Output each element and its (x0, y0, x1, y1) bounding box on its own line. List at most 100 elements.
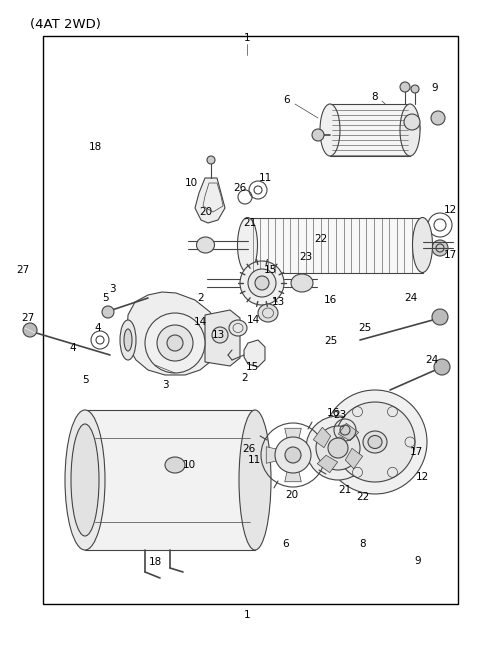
Circle shape (432, 309, 448, 325)
Text: 21: 21 (243, 218, 256, 228)
Text: 5: 5 (102, 293, 108, 303)
Polygon shape (248, 218, 422, 273)
Polygon shape (285, 466, 301, 482)
Circle shape (432, 240, 448, 256)
Circle shape (306, 416, 370, 480)
Circle shape (145, 313, 205, 373)
Circle shape (400, 82, 410, 92)
Text: 11: 11 (258, 173, 272, 183)
Ellipse shape (124, 329, 132, 351)
Text: 6: 6 (282, 539, 289, 549)
Text: 27: 27 (16, 265, 30, 275)
Circle shape (285, 447, 301, 463)
Ellipse shape (65, 410, 105, 550)
Text: 17: 17 (444, 250, 456, 260)
Text: 15: 15 (264, 265, 276, 275)
Text: 14: 14 (246, 315, 260, 325)
Text: 4: 4 (95, 323, 101, 333)
Circle shape (167, 335, 183, 351)
Text: 25: 25 (359, 323, 372, 333)
Circle shape (240, 261, 284, 305)
Text: 1: 1 (244, 610, 251, 620)
Text: 26: 26 (242, 444, 255, 454)
Text: 22: 22 (356, 492, 370, 502)
Ellipse shape (400, 104, 420, 156)
Circle shape (207, 156, 215, 164)
Circle shape (255, 276, 269, 290)
Ellipse shape (291, 274, 313, 292)
Text: 24: 24 (425, 355, 439, 365)
Text: 9: 9 (414, 556, 421, 566)
Ellipse shape (258, 304, 278, 322)
Text: 4: 4 (70, 342, 76, 353)
Text: 17: 17 (410, 447, 423, 457)
Polygon shape (313, 427, 331, 448)
Text: 20: 20 (199, 207, 212, 217)
Circle shape (312, 129, 324, 141)
Ellipse shape (368, 435, 382, 448)
Text: 18: 18 (148, 557, 162, 567)
Circle shape (335, 402, 415, 482)
Ellipse shape (320, 104, 340, 156)
Text: 6: 6 (284, 95, 290, 105)
Text: 23: 23 (334, 410, 347, 420)
Circle shape (316, 426, 360, 470)
Text: 8: 8 (372, 92, 378, 102)
Text: 14: 14 (194, 317, 207, 327)
Text: 13: 13 (212, 329, 225, 340)
Ellipse shape (120, 320, 136, 360)
Text: 5: 5 (82, 375, 89, 385)
Ellipse shape (229, 320, 247, 336)
Circle shape (23, 323, 37, 337)
Circle shape (275, 437, 311, 473)
Polygon shape (205, 310, 240, 366)
Polygon shape (304, 447, 320, 463)
Text: 11: 11 (248, 455, 261, 465)
Text: 10: 10 (184, 178, 198, 188)
Ellipse shape (404, 114, 420, 130)
Text: 13: 13 (271, 297, 285, 307)
Circle shape (157, 325, 193, 361)
Polygon shape (266, 447, 282, 463)
Polygon shape (338, 423, 359, 441)
Text: 20: 20 (286, 490, 299, 500)
Text: 16: 16 (327, 408, 340, 419)
Polygon shape (285, 428, 301, 444)
Ellipse shape (71, 424, 99, 536)
Text: 3: 3 (109, 284, 116, 295)
Text: 16: 16 (324, 295, 336, 305)
Bar (43, 36, 458, 604)
Circle shape (102, 306, 114, 318)
Text: 9: 9 (432, 83, 438, 93)
Text: 1: 1 (244, 33, 250, 43)
Text: 3: 3 (162, 380, 168, 390)
Circle shape (248, 269, 276, 297)
Text: 23: 23 (300, 252, 313, 262)
Text: 10: 10 (183, 460, 196, 470)
Text: 25: 25 (324, 336, 338, 346)
Ellipse shape (238, 218, 257, 273)
Text: 21: 21 (338, 485, 352, 495)
Circle shape (328, 438, 348, 458)
Polygon shape (345, 448, 363, 469)
Text: (4AT 2WD): (4AT 2WD) (30, 18, 101, 31)
Text: 2: 2 (197, 293, 204, 304)
Text: 18: 18 (88, 142, 102, 152)
Text: 8: 8 (359, 539, 366, 549)
Ellipse shape (363, 431, 387, 453)
Polygon shape (244, 340, 265, 367)
Circle shape (411, 85, 419, 93)
Circle shape (434, 359, 450, 375)
Text: 12: 12 (444, 205, 456, 215)
Text: 2: 2 (242, 373, 248, 383)
Ellipse shape (165, 457, 185, 473)
Circle shape (323, 390, 427, 494)
Text: 22: 22 (314, 234, 327, 244)
Text: 12: 12 (416, 472, 429, 482)
Ellipse shape (239, 410, 271, 550)
Polygon shape (317, 455, 337, 473)
Text: 26: 26 (233, 183, 247, 193)
Circle shape (431, 111, 445, 125)
Text: 15: 15 (245, 362, 259, 372)
Text: 24: 24 (404, 293, 417, 304)
